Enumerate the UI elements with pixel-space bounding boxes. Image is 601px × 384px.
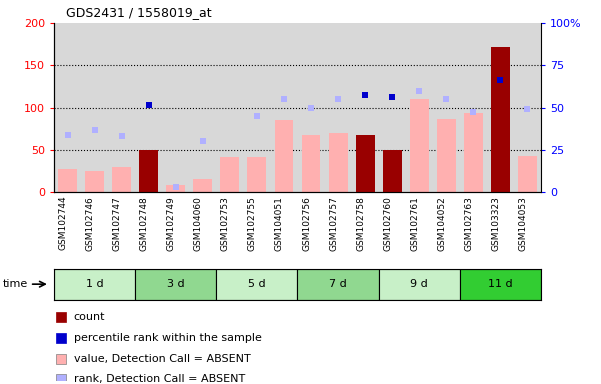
- Bar: [356, 134, 374, 192]
- Text: 5 d: 5 d: [248, 279, 266, 289]
- Text: GSM102753: GSM102753: [221, 196, 230, 251]
- Text: GSM104051: GSM104051: [275, 196, 284, 251]
- Bar: [275, 120, 293, 192]
- Text: GSM102761: GSM102761: [410, 196, 419, 251]
- Text: count: count: [73, 312, 105, 322]
- Bar: [383, 150, 401, 192]
- Bar: [383, 169, 401, 192]
- Bar: [194, 179, 212, 192]
- Bar: [329, 133, 347, 192]
- Text: 7 d: 7 d: [329, 279, 347, 289]
- Bar: [58, 169, 77, 192]
- Text: time: time: [3, 279, 28, 289]
- Text: GSM102746: GSM102746: [86, 196, 95, 251]
- Text: 3 d: 3 d: [167, 279, 185, 289]
- Bar: [437, 119, 456, 192]
- Bar: [302, 136, 320, 192]
- Bar: [248, 157, 266, 192]
- Bar: [518, 156, 537, 192]
- Text: GSM102763: GSM102763: [465, 196, 474, 251]
- Text: GSM102760: GSM102760: [383, 196, 392, 251]
- Text: GSM102749: GSM102749: [167, 196, 175, 251]
- Text: GSM104053: GSM104053: [519, 196, 528, 251]
- Text: GSM102748: GSM102748: [140, 196, 149, 251]
- Text: GSM102747: GSM102747: [113, 196, 121, 251]
- Bar: [216, 269, 297, 300]
- Text: GSM102758: GSM102758: [356, 196, 365, 251]
- Text: value, Detection Call = ABSENT: value, Detection Call = ABSENT: [73, 354, 250, 364]
- Bar: [410, 99, 429, 192]
- Text: 9 d: 9 d: [410, 279, 428, 289]
- Text: GSM102744: GSM102744: [59, 196, 67, 250]
- Bar: [460, 269, 541, 300]
- Text: GSM104060: GSM104060: [194, 196, 203, 251]
- Text: rank, Detection Call = ABSENT: rank, Detection Call = ABSENT: [73, 374, 245, 384]
- Text: 11 d: 11 d: [488, 279, 513, 289]
- Text: 1 d: 1 d: [86, 279, 103, 289]
- Bar: [85, 171, 104, 192]
- Text: GSM102756: GSM102756: [302, 196, 311, 251]
- Bar: [221, 157, 239, 192]
- Text: percentile rank within the sample: percentile rank within the sample: [73, 333, 261, 343]
- Text: GSM103323: GSM103323: [492, 196, 500, 251]
- Text: GSM102755: GSM102755: [248, 196, 257, 251]
- Bar: [135, 269, 216, 300]
- Text: GSM104052: GSM104052: [438, 196, 446, 251]
- Bar: [297, 269, 379, 300]
- Text: GSM102757: GSM102757: [329, 196, 338, 251]
- Bar: [139, 150, 158, 192]
- Bar: [491, 47, 510, 192]
- Bar: [112, 167, 131, 192]
- Bar: [54, 269, 135, 300]
- Bar: [379, 269, 460, 300]
- Bar: [464, 113, 483, 192]
- Bar: [166, 185, 185, 192]
- Text: GDS2431 / 1558019_at: GDS2431 / 1558019_at: [66, 6, 212, 19]
